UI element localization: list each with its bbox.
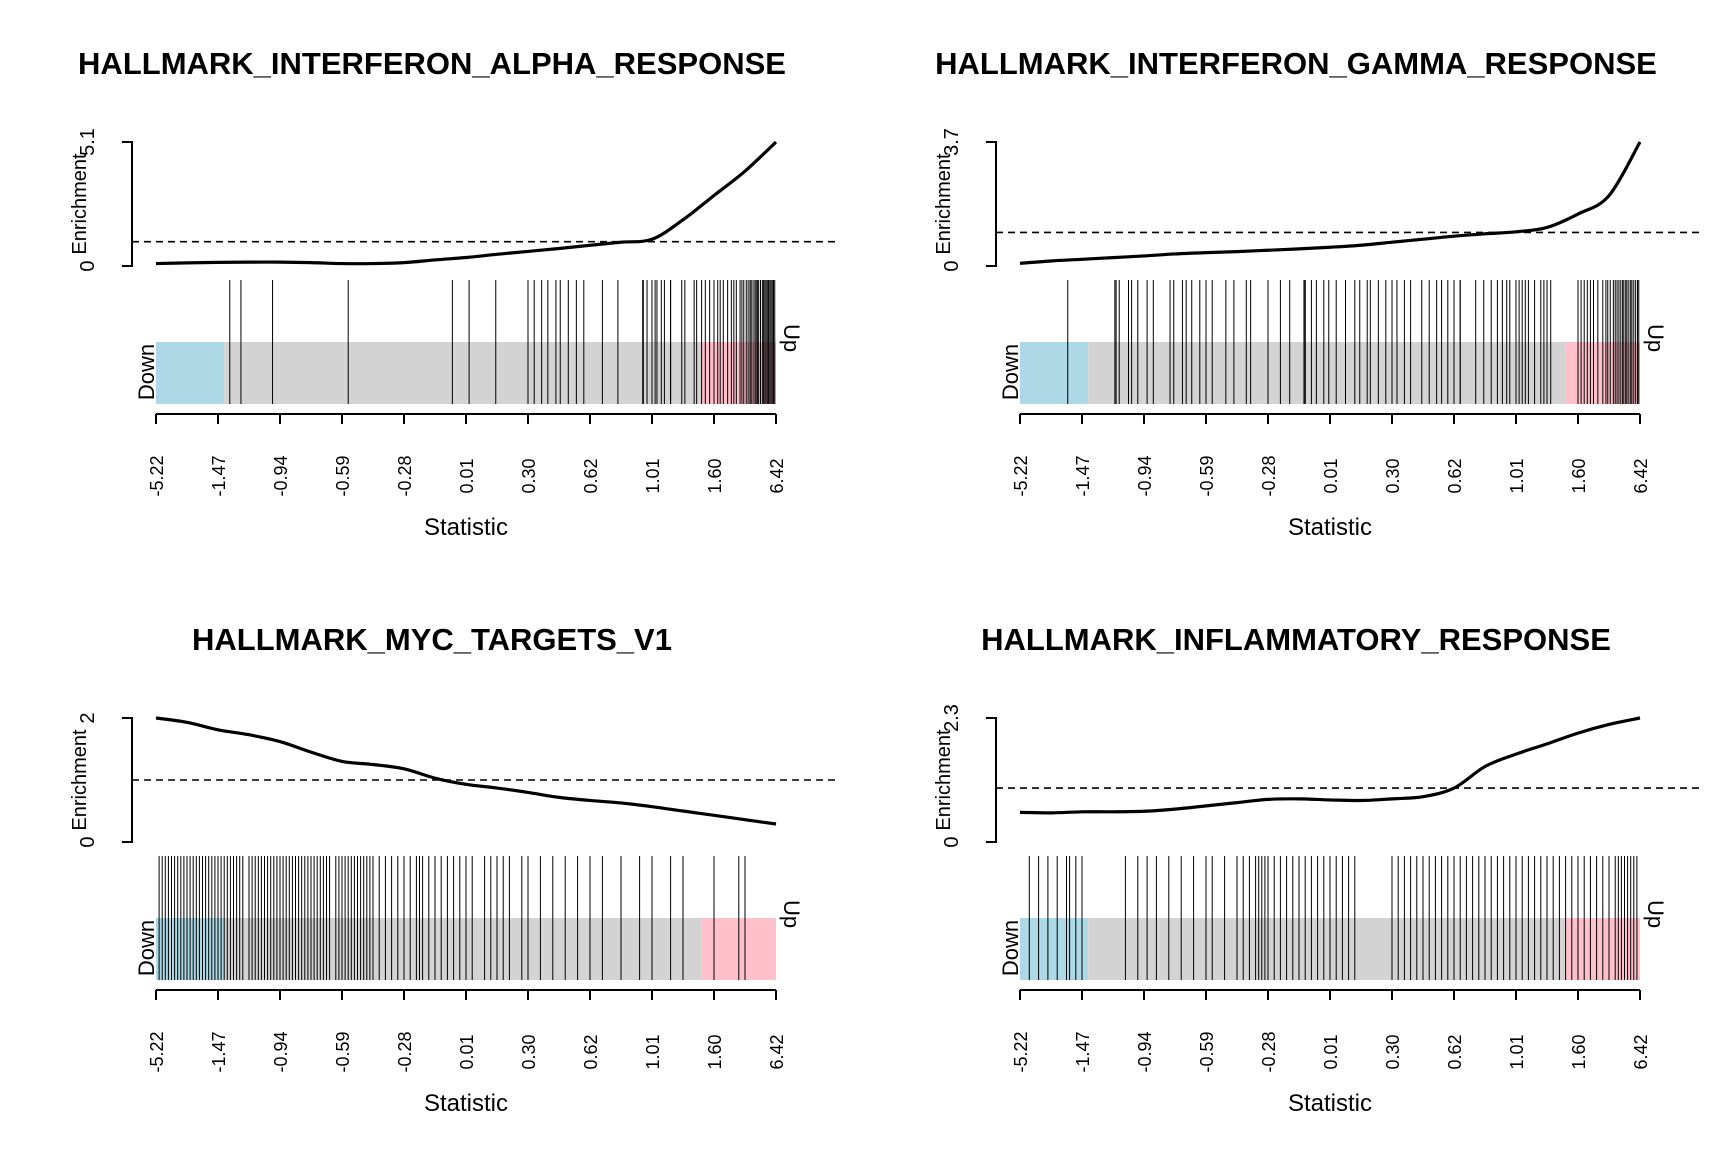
down-label: Down	[998, 344, 1023, 400]
x-tick-label: 0.62	[581, 1034, 601, 1069]
y-tick-label: 5.1	[77, 128, 99, 156]
enrichment-curve	[1019, 141, 1642, 265]
x-tick-label: 6.42	[1631, 1034, 1651, 1069]
down-label: Down	[998, 920, 1023, 976]
middle-band	[224, 342, 702, 404]
chart-title: HALLMARK_INFLAMMATORY_RESPONSE	[981, 622, 1611, 657]
down-band	[1020, 342, 1089, 404]
barcode-plot-panel: HALLMARK_MYC_TARGETS_V1 Statistic Down Up 0 2…	[0, 576, 864, 1152]
x-tick-label: -5.22	[1011, 1031, 1031, 1072]
middle-band	[224, 918, 702, 980]
x-tick-label: -5.22	[147, 1031, 167, 1072]
up-label: Up	[779, 324, 804, 352]
x-tick-label: 0.30	[1383, 1034, 1403, 1069]
y-tick-label: 2.3	[941, 704, 963, 732]
x-tick-label: -1.47	[1073, 455, 1093, 496]
enrichment-curve	[155, 716, 777, 826]
x-tick-label: 1.01	[643, 458, 663, 493]
x-tick-label: 0.62	[1445, 458, 1465, 493]
barcode-plot-svg: Down Up 0 2 Enrichment -5.22 -1.47 -0.94 -0.59 -0…	[69, 712, 840, 1073]
down-band	[1020, 918, 1089, 980]
middle-band	[1088, 918, 1566, 980]
x-tick-label: 1.60	[705, 1034, 725, 1069]
x-tick-label: -0.28	[395, 455, 415, 496]
y-axis-label: Enrichment	[933, 729, 955, 831]
down-label: Down	[134, 920, 159, 976]
chart-title: HALLMARK_INTERFERON_ALPHA_RESPONSE	[78, 46, 786, 81]
barcode-plot-panel: HALLMARK_INTERFERON_GAMMA_RESPONSE Statis…	[864, 0, 1728, 576]
x-tick-label: -0.59	[333, 1031, 353, 1072]
up-label: Up	[1643, 324, 1668, 352]
y-axis-label: Enrichment	[933, 153, 955, 255]
x-tick-label: -1.47	[209, 1031, 229, 1072]
x-tick-label: -0.28	[1259, 455, 1279, 496]
up-label: Up	[779, 900, 804, 928]
enrichment-curve	[155, 140, 778, 266]
y-tick-label: 3.7	[941, 128, 963, 156]
x-tick-label: 1.60	[1569, 1034, 1589, 1069]
chart-title: HALLMARK_INTERFERON_GAMMA_RESPONSE	[935, 46, 1657, 81]
y-tick-label: 0	[941, 260, 963, 271]
x-tick-label: 0.01	[1321, 1034, 1341, 1069]
y-axis	[986, 141, 997, 267]
x-tick-label: 0.30	[519, 458, 539, 493]
y-axis-label: Enrichment	[69, 729, 91, 831]
x-tick-label: 1.01	[643, 1034, 663, 1069]
y-axis	[122, 717, 133, 843]
up-label: Up	[1643, 900, 1668, 928]
x-tick-label: -0.94	[271, 455, 291, 496]
x-tick-label: -1.47	[1073, 1031, 1093, 1072]
x-tick-label: 6.42	[767, 1034, 787, 1069]
down-band	[156, 342, 225, 404]
x-tick-label: -5.22	[147, 455, 167, 496]
y-tick-label: 0	[941, 836, 963, 847]
y-tick-label: 2	[77, 712, 99, 723]
x-tick-label: 1.01	[1507, 458, 1527, 493]
y-tick-label: 0	[77, 260, 99, 271]
x-tick-label: 0.30	[1383, 458, 1403, 493]
x-tick-label: 0.30	[519, 1034, 539, 1069]
middle-band	[1088, 342, 1566, 404]
enrichment-curve	[1019, 716, 1641, 815]
chart-title: HALLMARK_MYC_TARGETS_V1	[192, 622, 672, 657]
barcode-plot-panel: HALLMARK_INTERFERON_ALPHA_RESPONSE Statis…	[0, 0, 864, 576]
x-tick-label: 0.01	[457, 458, 477, 493]
down-label: Down	[134, 344, 159, 400]
x-tick-label: 6.42	[1631, 458, 1651, 493]
x-tick-label: 6.42	[767, 458, 787, 493]
x-tick-label: 1.60	[705, 458, 725, 493]
x-axis-label: Statistic	[423, 1090, 509, 1117]
y-axis	[122, 141, 133, 267]
x-tick-label: -0.94	[271, 1031, 291, 1072]
x-tick-label: -1.47	[209, 455, 229, 496]
y-tick-label: 0	[77, 836, 99, 847]
x-tick-label: 0.01	[457, 1034, 477, 1069]
x-tick-label: 1.60	[1569, 458, 1589, 493]
x-tick-label: -0.59	[333, 455, 353, 496]
x-tick-label: 0.01	[1321, 458, 1341, 493]
x-tick-label: 0.62	[1445, 1034, 1465, 1069]
x-tick-label: -0.28	[395, 1031, 415, 1072]
y-axis-label: Enrichment	[69, 153, 91, 255]
x-tick-label: -5.22	[1011, 455, 1031, 496]
x-axis-label: Statistic	[423, 514, 509, 541]
x-tick-label: -0.59	[1197, 455, 1217, 496]
x-axis-label: Statistic	[1287, 1090, 1373, 1117]
x-tick-label: 0.62	[581, 458, 601, 493]
x-tick-label: -0.59	[1197, 1031, 1217, 1072]
x-tick-label: -0.94	[1135, 1031, 1155, 1072]
x-axis-label: Statistic	[1287, 514, 1373, 541]
x-tick-label: -0.94	[1135, 455, 1155, 496]
x-tick-label: -0.28	[1259, 1031, 1279, 1072]
barcode-plot-panel: HALLMARK_INFLAMMATORY_RESPONSE Statistic D…	[864, 576, 1728, 1152]
x-tick-label: 1.01	[1507, 1034, 1527, 1069]
y-axis	[986, 717, 997, 843]
